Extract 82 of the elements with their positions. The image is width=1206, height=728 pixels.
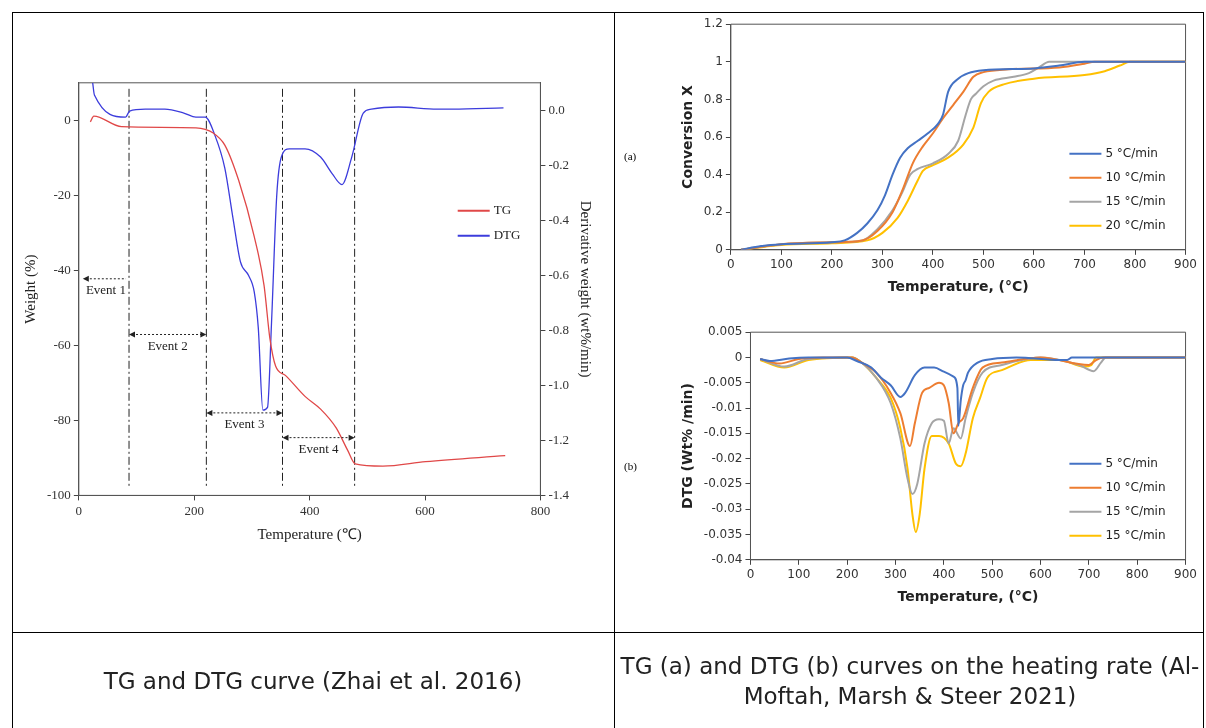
x-axis-title: Temperature, (°C) [897,588,1039,605]
line-series [739,60,1186,250]
x-tick-label: 200 [184,502,204,518]
y-tick-label: -0.025 [703,476,743,491]
annotation: Event 2 [147,337,188,353]
y-tick-label: -0.03 [711,501,743,516]
text: (a) [624,150,638,164]
legend-label: DTG [493,227,521,243]
y2-tick-label: 0.0 [548,101,565,117]
x-tick-label: 400 [921,257,945,272]
y-tick-label: 0.8 [703,91,723,106]
legend-label: 10 °C/min [1105,169,1166,184]
y-tick-label: -80 [53,411,71,427]
y2-tick-label: -0.4 [548,211,570,227]
legend-label: 15 °C/min [1105,503,1166,518]
legend-label: 5 °C/min [1105,455,1158,470]
y2-tick-label: -0.6 [548,266,570,282]
x-tick-label: 300 [870,257,894,272]
x-tick-label: 600 [415,502,435,518]
legend-label: 10 °C/min [1105,479,1166,494]
legend-label: 5 °C/min [1105,145,1158,160]
y-tick-label: 0.4 [703,166,723,181]
y-tick-label: 1 [715,53,723,68]
y-tick-label: -0.02 [711,450,743,465]
x-tick-label: 200 [820,257,844,272]
y-tick-label: 0.2 [703,204,723,219]
x-tick-label: 500 [972,257,995,272]
x-tick-label: 300 [884,567,907,582]
x-tick-label: 900 [1174,567,1197,582]
x-tick-label: 400 [299,502,320,518]
x-tick-label: 0 [75,502,83,518]
legend-label: 15 °C/min [1105,527,1166,542]
y-tick-label: 1.2 [703,16,723,31]
y-tick-label: 0 [64,111,71,127]
annotation: Event 3 [224,416,265,432]
y-tick-label: 0.6 [703,129,723,144]
x-tick-label: 900 [1174,257,1197,272]
y-tick-label: 0.005 [708,324,743,339]
x-tick-label: 600 [1029,567,1052,582]
x-tick-label: 700 [1073,257,1096,272]
y-axis-title: Conversion X [679,84,696,189]
y-axis-title: Weight (%) [21,254,39,324]
line-series [759,356,1186,427]
x-tick-label: 100 [787,567,811,582]
y-tick-label: -0.015 [703,425,743,440]
y-axis-title: DTG (Wt% /min) [679,383,696,509]
annotation: Event 1 [85,282,126,298]
legend-label: 20 °C/min [1105,217,1166,232]
y-tick-label: -20 [53,186,71,202]
x-tick-label: 0 [746,567,755,582]
y-tick-label: -100 [46,486,71,502]
text: TG (a) and DTG (b) curves on the heating rate (Al-Moftah, Marsh & Steer 2021) [619,651,1201,711]
y-tick-label: -0.005 [703,374,743,389]
legend-label: TG [493,202,512,218]
x-tick-label: 800 [530,502,551,518]
x-tick-label: 800 [1123,257,1147,272]
x-tick-label: 400 [932,567,956,582]
x-tick-label: 200 [835,567,859,582]
y2-tick-label: -0.2 [548,156,570,172]
y-tick-label: 0 [734,349,743,364]
legend-label: 15 °C/min [1105,193,1166,208]
y-tick-label: -0.01 [711,400,743,415]
x-tick-label: 800 [1125,567,1149,582]
y-tick-label: -0.035 [703,526,743,541]
x-axis-title: Temperature (℃) [257,525,362,543]
y2-tick-label: -1.2 [548,431,570,447]
y2-tick-label: -1.4 [548,486,570,502]
annotation: Event 4 [298,441,340,457]
x-tick-label: 600 [1022,257,1046,272]
y-tick-label: -40 [53,261,71,277]
text: (b) [624,460,638,474]
x-tick-label: 500 [980,567,1004,582]
y-tick-label: -0.04 [711,551,743,566]
y2-tick-label: -0.8 [548,321,570,337]
y2-axis-title: Derivative weight (wt%/min) [577,200,595,378]
x-tick-label: 700 [1077,567,1101,582]
y2-tick-label: -1.0 [548,376,570,392]
y-tick-label: 0 [715,241,723,256]
y-tick-label: -60 [53,336,71,352]
x-tick-label: 100 [769,257,793,272]
x-axis-title: Temperature, (°C) [887,278,1029,295]
text: TG and DTG curve (Zhai et al. 2016) [102,666,524,696]
